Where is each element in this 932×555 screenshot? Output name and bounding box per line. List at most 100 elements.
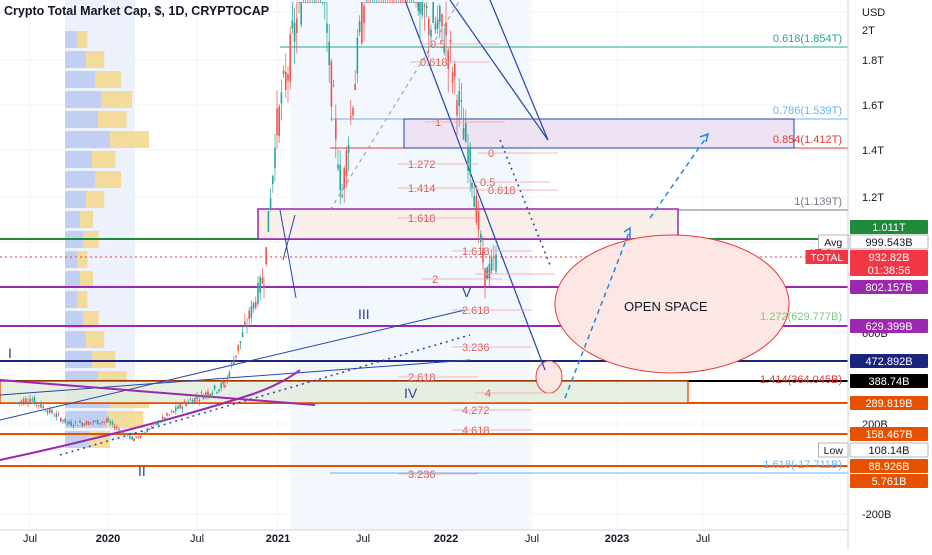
candle-body <box>29 398 31 402</box>
price-tag-label: Avg <box>824 237 842 249</box>
candle-body <box>250 305 253 318</box>
candle-body <box>144 432 146 434</box>
candle-body <box>387 2 389 3</box>
candle-body <box>101 422 103 423</box>
candle-body <box>157 421 159 425</box>
candle-body <box>35 402 38 405</box>
demand-zone <box>0 380 689 404</box>
candle-body <box>490 257 493 271</box>
candle-body <box>185 403 187 406</box>
candle-body <box>241 332 244 337</box>
candle-body <box>57 414 60 415</box>
candle-body <box>46 410 49 414</box>
x-tick-label: 2023 <box>605 533 629 545</box>
candle-body <box>49 407 51 413</box>
price-tag-bg <box>850 474 928 488</box>
fib-extension-label: 1.272(629.777B) <box>760 311 842 323</box>
candle-body <box>88 421 90 425</box>
price-tag-label-bg <box>818 442 849 458</box>
candle-body <box>159 422 162 423</box>
candle-body <box>237 344 239 351</box>
x-tick-label: 2021 <box>266 533 290 545</box>
time-axis[interactable]: Jul 2020 Jul 2021 Jul 2022 Jul 2023 Jul <box>0 529 848 545</box>
candle-body <box>415 2 417 3</box>
dotted-trend-line <box>499 139 551 266</box>
candle-body <box>269 198 272 210</box>
candle-body <box>454 63 456 77</box>
fib-retracement-label: 4.272 <box>462 405 490 417</box>
candle-body <box>287 74 289 81</box>
candle-body <box>391 2 393 3</box>
candle-body <box>226 377 228 380</box>
price-tag-bg <box>850 396 928 410</box>
volume-profile-bar <box>92 351 116 368</box>
price-tag-label: TOTAL <box>810 252 843 264</box>
price-tag-value: 629.399B <box>865 321 912 333</box>
candle-body <box>493 256 495 259</box>
price-candles <box>16 0 497 442</box>
price-tag-label-bg <box>818 234 849 250</box>
candle-body <box>345 150 348 176</box>
candle-body <box>330 61 333 107</box>
candle-body <box>40 402 42 408</box>
fib-retracement-label: 0.5 <box>430 39 445 51</box>
fib-retracement-label: 0 <box>488 148 494 160</box>
price-tag-value: 388.74B <box>869 376 910 388</box>
volume-profile-bar <box>65 211 80 228</box>
volume-profile-bar <box>65 131 110 148</box>
volume-profile-bar <box>65 151 92 168</box>
candle-body <box>276 108 278 136</box>
y-axis-unit: USD <box>862 7 885 19</box>
candle-body <box>205 392 207 395</box>
candle-body <box>111 421 114 425</box>
candle-body <box>443 46 445 53</box>
price-tag-bg <box>850 280 928 294</box>
candle-body <box>142 433 144 435</box>
candle-body <box>280 92 283 104</box>
candle-body <box>99 423 101 424</box>
volume-profile-bar <box>65 291 77 308</box>
candle-body <box>18 402 20 403</box>
fib-extension-label: 0.786(1.539T) <box>773 105 842 117</box>
candle-body <box>445 22 447 36</box>
price-tag-bg <box>850 250 928 276</box>
candle-body <box>177 405 179 410</box>
fib-extension-label: 0.854(1.412T) <box>773 134 842 146</box>
candle-body <box>404 2 406 3</box>
volume-profile-bar <box>65 191 86 208</box>
candle-body <box>373 2 376 3</box>
price-tag-bg <box>850 319 928 333</box>
price-tag-value: 158.467B <box>865 429 912 441</box>
price-tag-value: 802.157B <box>865 282 912 294</box>
wave-label: I <box>8 345 12 361</box>
x-tick-label: Jul <box>525 533 539 545</box>
candle-body <box>328 41 330 66</box>
volume-profile-bar <box>77 291 88 308</box>
candle-body <box>216 392 218 393</box>
volume-profile-bar <box>80 211 93 228</box>
candle-body <box>183 401 186 404</box>
candle-body <box>118 429 120 430</box>
candle-body <box>350 115 352 118</box>
candle-body <box>230 362 233 364</box>
candle-body <box>447 50 449 69</box>
candle-body <box>209 394 211 397</box>
trend-line <box>489 0 549 141</box>
y-tick-label: 1.4T <box>862 145 884 157</box>
fib-retracement-label: 2 <box>432 274 438 286</box>
chart-title: Crypto Total Market Cap, $, 1D, CRYPTOCA… <box>4 4 270 18</box>
candle-body <box>495 254 497 272</box>
candle-body <box>421 2 423 16</box>
candle-body <box>285 72 287 90</box>
price-tag-value: 289.819B <box>865 398 912 410</box>
candle-body <box>343 168 345 189</box>
candle-body <box>425 5 428 9</box>
candle-body <box>161 416 164 419</box>
candle-body <box>252 302 255 309</box>
candle-body <box>272 176 274 185</box>
candle-body <box>22 399 25 405</box>
price-tag-label-bg <box>805 250 848 264</box>
trend-line <box>0 309 466 421</box>
